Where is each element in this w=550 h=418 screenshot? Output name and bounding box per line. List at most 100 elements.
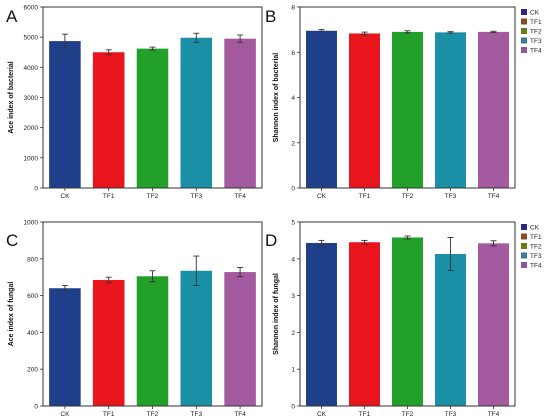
- legend-swatch-tf1: [521, 18, 527, 25]
- x-tick-label: TF3: [191, 411, 203, 418]
- y-tick-label: 400: [27, 330, 38, 337]
- legend-swatch-tf1: [521, 233, 527, 240]
- panel-d: D 0 1 2 3 4 5 Shannon index of fungal CK TF1 TF2 TF…: [265, 220, 542, 418]
- bar-tf1: [349, 33, 380, 188]
- legend-label: TF3: [530, 38, 542, 45]
- bar-ck: [306, 242, 337, 406]
- legend-label: TF1: [530, 234, 542, 241]
- x-tick-label: TF3: [445, 193, 457, 200]
- bar-tf1: [349, 242, 380, 406]
- y-tick-label: 8: [291, 5, 295, 12]
- x-tick-label: CK: [317, 411, 327, 418]
- x-tick-label: TF1: [103, 411, 115, 418]
- x-tick-label: TF2: [402, 193, 414, 200]
- y-tick-label: 0: [34, 186, 38, 193]
- bar-tf2: [136, 48, 169, 188]
- y-tick-label: 4: [291, 95, 295, 102]
- legend: CK TF1 TF2 TF3 TF4: [521, 9, 542, 55]
- y-tick-label: 5000: [24, 35, 39, 42]
- bar-tf3: [180, 37, 213, 188]
- bar-ck: [49, 288, 81, 406]
- bar-tf2: [392, 31, 423, 189]
- x-tick-label: TF4: [234, 411, 246, 418]
- bar-tf4: [478, 243, 509, 406]
- legend-swatch-tf4: [521, 47, 527, 53]
- x-tick-label: CK: [317, 193, 327, 200]
- x-tick-label: TF1: [103, 193, 115, 200]
- bar-tf4: [224, 272, 256, 406]
- bar-tf3: [180, 270, 213, 406]
- legend-label: TF4: [530, 48, 542, 55]
- legend-label: CK: [530, 10, 540, 17]
- x-tick-label: TF3: [445, 411, 457, 418]
- legend-label: TF4: [530, 263, 542, 270]
- bar-tf2: [392, 237, 423, 406]
- bar-ck: [49, 41, 81, 188]
- y-tick-label: 0: [291, 404, 295, 411]
- bar-tf1: [92, 279, 125, 406]
- y-tick-label: 0: [34, 404, 38, 411]
- x-tick-label: TF4: [234, 193, 246, 200]
- legend-label: TF2: [530, 29, 542, 36]
- legend-label: TF2: [530, 244, 542, 251]
- y-axis-label: Ace index of fungal: [8, 282, 15, 347]
- y-tick-label: 0: [291, 186, 295, 193]
- y-tick-label: 1000: [24, 220, 39, 227]
- y-tick-label: 600: [27, 293, 38, 300]
- legend-swatch-tf3: [521, 37, 527, 44]
- x-tick-label: CK: [60, 193, 70, 200]
- y-tick-label: 2: [291, 140, 295, 147]
- x-tick-label: TF2: [402, 411, 414, 418]
- panel-a: A 0 1000 2000 3000 4000 5000 6000 Ace index of b…: [6, 5, 263, 200]
- y-tick-label: 800: [27, 256, 38, 263]
- x-tick-label: TF1: [359, 193, 371, 200]
- y-axis-label: Ace index of bacterial: [8, 61, 15, 133]
- bar-tf3: [435, 254, 466, 406]
- plot-frame: [42, 6, 263, 189]
- x-tick-label: TF4: [488, 193, 500, 200]
- bar-ck: [306, 30, 337, 188]
- y-tick-label: 200: [27, 367, 38, 374]
- x-tick-label: TF3: [191, 193, 203, 200]
- y-tick-label: 2: [291, 330, 295, 337]
- legend-swatch-tf2: [521, 243, 527, 249]
- y-axis-label: Shannon index of fungal: [273, 273, 280, 355]
- legend-swatch-tf2: [521, 28, 527, 34]
- y-tick-label: 4: [291, 256, 295, 263]
- panel-label: C: [6, 231, 18, 250]
- legend-label: CK: [530, 225, 540, 232]
- x-tick-label: TF1: [359, 411, 371, 418]
- legend-label: TF1: [530, 19, 542, 26]
- legend-swatch-tf3: [521, 252, 527, 259]
- bar-tf3: [435, 32, 466, 189]
- y-tick-label: 4000: [24, 65, 39, 72]
- y-axis-label: Shannon index of bacterial: [273, 53, 280, 143]
- legend: CK TF1 TF2 TF3 TF4: [521, 224, 542, 270]
- legend-swatch-ck: [521, 9, 527, 15]
- y-tick-label: 2000: [24, 125, 39, 132]
- x-tick-label: CK: [60, 411, 70, 418]
- x-tick-label: TF4: [488, 411, 500, 418]
- legend-swatch-tf4: [521, 262, 527, 268]
- y-tick-label: 5: [291, 220, 295, 227]
- legend-label: TF3: [530, 253, 542, 260]
- panel-label: D: [265, 231, 277, 250]
- plot-frame: [299, 221, 516, 407]
- y-tick-label: 3000: [24, 95, 39, 102]
- legend-swatch-ck: [521, 224, 527, 230]
- bar-tf1: [92, 52, 125, 188]
- y-tick-label: 1: [291, 367, 295, 374]
- plot-frame: [299, 6, 516, 189]
- panel-label: B: [265, 7, 276, 26]
- y-tick-label: 6: [291, 50, 295, 57]
- x-tick-label: TF2: [147, 411, 159, 418]
- y-tick-label: 1000: [24, 155, 39, 162]
- plot-frame: [42, 221, 263, 407]
- panel-label: A: [6, 7, 18, 26]
- bar-tf4: [478, 31, 509, 189]
- x-tick-label: TF2: [147, 193, 159, 200]
- bar-tf2: [136, 276, 169, 406]
- panel-b: B 0 2 4 6 8 Shannon index of bacterial CK TF1 TF2…: [265, 5, 542, 201]
- bar-tf4: [224, 38, 256, 188]
